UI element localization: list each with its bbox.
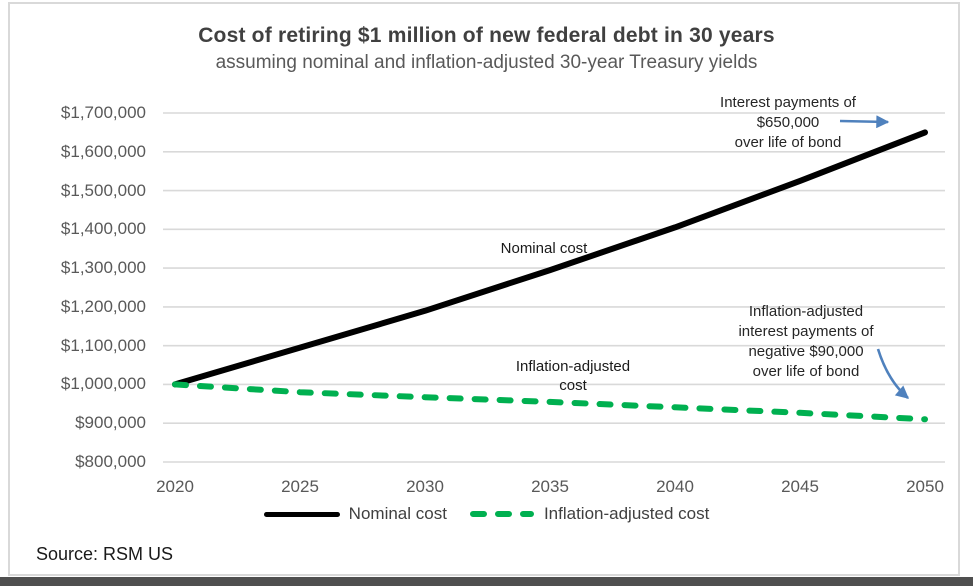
annotation-line: over life of bond	[734, 134, 842, 151]
inflation-adjusted-series-label: Inflation-adjusted cost	[498, 357, 648, 395]
annotation-line: interest payments of	[738, 323, 874, 340]
chart-legend: Nominal cost Inflation-adjusted cost	[0, 504, 973, 524]
chart-border	[8, 2, 960, 576]
annotation-line: over life of bond	[752, 363, 860, 380]
annotation-line: Inflation-adjusted	[748, 303, 864, 320]
inflation-adjusted-cost-line	[172, 381, 928, 423]
y-axis-label: $1,600,000	[60, 141, 146, 161]
legend-item-nominal: Nominal cost	[263, 504, 447, 524]
inflation-label-line2: cost	[559, 377, 587, 394]
legend-item-inflation: Inflation-adjusted cost	[469, 504, 709, 524]
annotation-line: Interest payments of	[720, 94, 856, 111]
x-axis-label: 2050	[906, 477, 944, 496]
legend-label: Nominal cost	[348, 504, 447, 523]
inflation-line-swatch-icon	[469, 511, 534, 517]
y-axis-label: $1,100,000	[60, 335, 146, 355]
x-axis-label: 2040	[656, 477, 694, 496]
x-axis-label: 2025	[281, 477, 319, 496]
source-attribution: Source: RSM US	[36, 544, 174, 564]
data-series	[172, 129, 928, 423]
chart-subtitle: assuming nominal and inflation-adjusted …	[215, 52, 758, 73]
x-axis-label: 2030	[406, 477, 444, 496]
inflation-interest-annotation: Inflation-adjusted interest payments of …	[690, 302, 922, 382]
legend-label: Inflation-adjusted cost	[543, 504, 710, 523]
chart-title: Cost of retiring $1 million of new feder…	[198, 24, 775, 47]
y-axis-label: $1,200,000	[60, 296, 146, 316]
inflation-label-line1: Inflation-adjusted	[515, 358, 631, 375]
x-axis-label: 2045	[781, 477, 819, 496]
annotation-line: $650,000	[756, 114, 820, 131]
y-axis-label: $1,700,000	[60, 103, 146, 122]
y-axis-label: $1,300,000	[60, 258, 146, 278]
nominal-line-swatch-icon	[263, 511, 340, 517]
interest-payments-annotation: Interest payments of $650,000 over life …	[672, 93, 904, 153]
nominal-cost-series-label: Nominal cost	[500, 240, 588, 257]
annotation-line: negative $90,000	[748, 343, 864, 360]
arrow-to-nominal-line-icon	[839, 115, 890, 129]
y-axis-label: $900,000	[75, 413, 146, 433]
nominal-cost-line	[172, 129, 928, 388]
y-axis-label: $1,500,000	[60, 180, 146, 200]
x-axis-label: 2035	[531, 477, 569, 496]
gridlines	[163, 112, 945, 463]
x-axis-label: 2020	[156, 477, 194, 496]
bottom-border-bar	[0, 577, 973, 586]
arrow-to-inflation-line-icon	[876, 348, 909, 399]
y-axis-label: $1,000,000	[60, 374, 146, 394]
y-axis-label: $1,400,000	[60, 219, 146, 239]
y-axis-label: $800,000	[75, 452, 146, 471]
